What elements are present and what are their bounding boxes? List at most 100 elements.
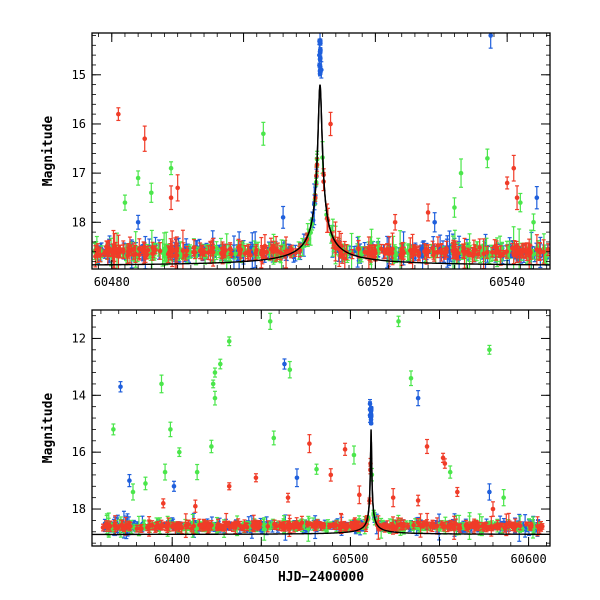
data-point	[127, 478, 132, 483]
model-curve-peak	[299, 84, 341, 248]
data-point	[356, 246, 361, 252]
data-point	[407, 248, 413, 253]
data-point	[362, 249, 368, 255]
data-point	[477, 245, 482, 250]
data-point	[531, 219, 536, 225]
data-point	[287, 248, 293, 254]
x-tick-label: 60520	[357, 275, 393, 289]
data-point	[367, 412, 373, 418]
data-point	[116, 111, 121, 117]
data-point	[384, 246, 390, 252]
data-point	[475, 252, 481, 257]
data-point	[514, 195, 520, 201]
data-point	[116, 253, 121, 259]
bottom-panel-marks	[92, 312, 550, 542]
data-point	[282, 361, 287, 367]
data-point	[261, 131, 266, 137]
data-point	[135, 175, 141, 181]
y-tick-label: 18	[72, 215, 86, 229]
data-point	[485, 156, 490, 161]
data-point	[142, 136, 148, 142]
data-point	[168, 195, 174, 201]
data-point	[98, 252, 103, 258]
data-point	[426, 248, 431, 254]
data-point	[191, 245, 197, 251]
y-tick-label: 17	[72, 166, 86, 180]
data-point	[254, 247, 259, 253]
data-point	[416, 253, 421, 258]
data-point	[534, 195, 540, 201]
data-point	[202, 249, 207, 255]
data-point	[484, 249, 490, 255]
top-panel-marks	[92, 33, 550, 269]
data-point	[237, 250, 243, 256]
data-point	[133, 251, 138, 257]
data-point	[161, 246, 167, 252]
data-point	[142, 244, 147, 250]
data-point	[435, 249, 440, 255]
data-point	[328, 121, 333, 127]
data-point	[471, 248, 477, 254]
data-point	[526, 251, 532, 257]
data-point	[430, 245, 435, 251]
data-point	[278, 250, 284, 256]
y-tick-label: 16	[72, 117, 86, 131]
data-point	[294, 475, 300, 481]
data-point	[137, 246, 142, 251]
data-point	[317, 52, 322, 58]
data-point	[125, 249, 131, 254]
data-point	[393, 251, 399, 257]
data-point	[439, 250, 444, 256]
data-point	[498, 251, 503, 257]
data-point	[270, 244, 276, 250]
top-panel: 60480 60500 60520 60540 15 16 17 18 Magnitude	[41, 32, 551, 289]
data-point	[192, 250, 198, 255]
data-point	[545, 247, 550, 252]
data-point	[150, 245, 155, 250]
data-point	[412, 248, 418, 254]
data-point	[432, 219, 437, 225]
data-point	[175, 185, 180, 191]
data-point	[487, 489, 492, 495]
data-point	[105, 248, 110, 253]
data-point	[197, 248, 203, 254]
x-tick-label: 60500	[226, 275, 262, 289]
data-point	[511, 165, 517, 171]
data-point	[494, 245, 499, 250]
data-point	[367, 250, 372, 256]
x-tick-label: 60480	[94, 275, 130, 289]
data-point	[181, 248, 186, 253]
data-point	[379, 246, 384, 252]
data-point	[317, 38, 323, 43]
data-point	[246, 249, 252, 255]
data-point	[220, 254, 225, 259]
data-point	[415, 395, 421, 401]
data-point	[515, 249, 520, 255]
data-point	[165, 251, 171, 257]
data-point	[174, 247, 179, 253]
data-point	[122, 200, 128, 205]
data-point	[488, 33, 493, 38]
data-point	[280, 215, 286, 220]
data-point	[168, 165, 174, 171]
data-point	[157, 248, 163, 254]
data-point	[118, 384, 123, 390]
data-point	[102, 250, 107, 256]
y-tick-label: 15	[72, 68, 86, 82]
data-point	[444, 246, 449, 252]
top-panel-ticks: 60480 60500 60520 60540 15 16 17 18	[72, 33, 550, 289]
data-point	[135, 219, 141, 225]
data-point	[461, 245, 466, 250]
data-point	[450, 248, 456, 253]
x-tick-label: 60540	[489, 275, 525, 289]
data-point	[431, 252, 436, 258]
data-point	[109, 249, 115, 255]
data-point	[149, 190, 154, 196]
top-panel-frame	[91, 32, 551, 270]
top-y-axis-label: Magnitude	[41, 116, 56, 187]
data-point	[504, 180, 510, 186]
data-point	[229, 251, 234, 257]
data-point	[466, 250, 472, 256]
